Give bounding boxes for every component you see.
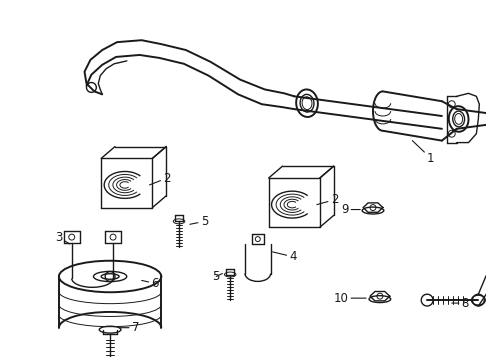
Text: 5: 5: [213, 270, 222, 283]
Text: 3: 3: [55, 231, 70, 244]
Text: 4: 4: [272, 250, 297, 263]
Text: 1: 1: [413, 141, 435, 165]
Text: 7: 7: [120, 321, 139, 334]
Text: 10: 10: [334, 292, 366, 305]
Text: 8: 8: [452, 297, 469, 310]
Text: 5: 5: [190, 215, 208, 228]
Text: 2: 2: [317, 193, 338, 206]
Text: 9: 9: [341, 203, 360, 216]
Text: 6: 6: [142, 277, 159, 290]
Text: 2: 2: [149, 171, 171, 185]
